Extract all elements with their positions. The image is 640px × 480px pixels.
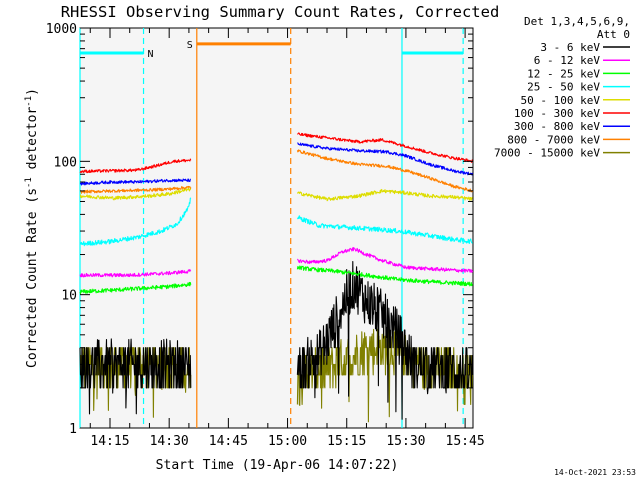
legend-entry-label: 50 - 100 keV <box>521 94 601 107</box>
y-axis-label-sup1: -1 <box>24 177 34 188</box>
legend-entry-label: 25 - 50 keV <box>527 81 600 94</box>
x-tick-label: 14:45 <box>209 434 248 449</box>
y-tick-label: 100 <box>54 155 77 170</box>
series-line-300-800-kev-seg2 <box>297 142 474 176</box>
legend-entry-label: 6 - 12 keV <box>534 54 601 67</box>
series-line-800-7000-kev-seg2 <box>296 149 474 193</box>
y-axis-label-main: Corrected Count Rate (s <box>25 188 40 368</box>
y-axis-label-sup2: -1 <box>24 96 34 107</box>
series-line-6-12-kev-seg1 <box>79 269 192 278</box>
legend-entry-label: 100 - 300 keV <box>514 107 600 120</box>
series-line-50-100-kev-seg2 <box>296 188 473 202</box>
series-line-3-6-kev-seg1 <box>79 338 192 415</box>
night-bar-label: N <box>148 49 154 60</box>
series-line-12-25-kev-seg2 <box>296 265 474 287</box>
saa-bar-label: S <box>187 40 193 51</box>
footer-timestamp: 14-Oct-2021 23:53 <box>554 468 636 477</box>
axis-layer: 1 10 100 1000 14:15 14:30 14:45 15:00 15:15 15:30… <box>46 22 485 449</box>
series-line-25-50-kev-seg1 <box>79 197 192 247</box>
series-line-300-800-kev-seg1 <box>79 178 192 186</box>
series-line-12-25-kev-seg1 <box>79 281 192 295</box>
legend-entry-label: 7000 - 15000 keV <box>494 147 600 160</box>
x-tick-label: 15:45 <box>446 434 485 449</box>
series-line-100-300-kev-seg2 <box>297 132 473 163</box>
y-tick-label: 1000 <box>46 22 77 37</box>
legend-entry-label: 300 - 800 keV <box>514 120 600 133</box>
legend-header-line1: Det 1,3,4,5,6,9, <box>524 15 630 28</box>
y-tick-label: 10 <box>61 289 77 304</box>
x-tick-label: 15:00 <box>268 434 307 449</box>
y-axis-label: Corrected Count Rate (s-1 detector-1) <box>24 88 40 368</box>
y-axis-label-mid: detector <box>25 107 40 178</box>
legend-entry-label: 3 - 6 keV <box>540 41 600 54</box>
series-line-6-12-kev-seg2 <box>296 247 474 273</box>
series-layer <box>79 132 474 423</box>
series-line-50-100-kev-seg1 <box>79 187 192 201</box>
x-tick-label: 15:15 <box>327 434 366 449</box>
series-line-800-7000-kev-seg1 <box>79 185 192 194</box>
x-tick-label: 14:30 <box>150 434 189 449</box>
series-line-25-50-kev-seg2 <box>296 215 473 245</box>
series-line-3-6-kev-seg2 <box>296 261 474 420</box>
x-tick-label: 14:15 <box>90 434 129 449</box>
legend-entry-label: 800 - 7000 keV <box>507 133 600 146</box>
x-tick-label: 15:30 <box>386 434 425 449</box>
y-axis-label-end: ) <box>25 88 40 96</box>
legend-header-line2: Att 0 <box>597 28 630 41</box>
series-line-100-300-kev-seg1 <box>79 158 192 174</box>
y-tick-label: 1 <box>69 422 77 437</box>
x-axis-label: Start Time (19-Apr-06 14:07:22) <box>156 458 399 473</box>
legend-entry-label: 12 - 25 keV <box>527 67 600 80</box>
chart-title: RHESSI Observing Summary Count Rates, Co… <box>61 3 500 21</box>
